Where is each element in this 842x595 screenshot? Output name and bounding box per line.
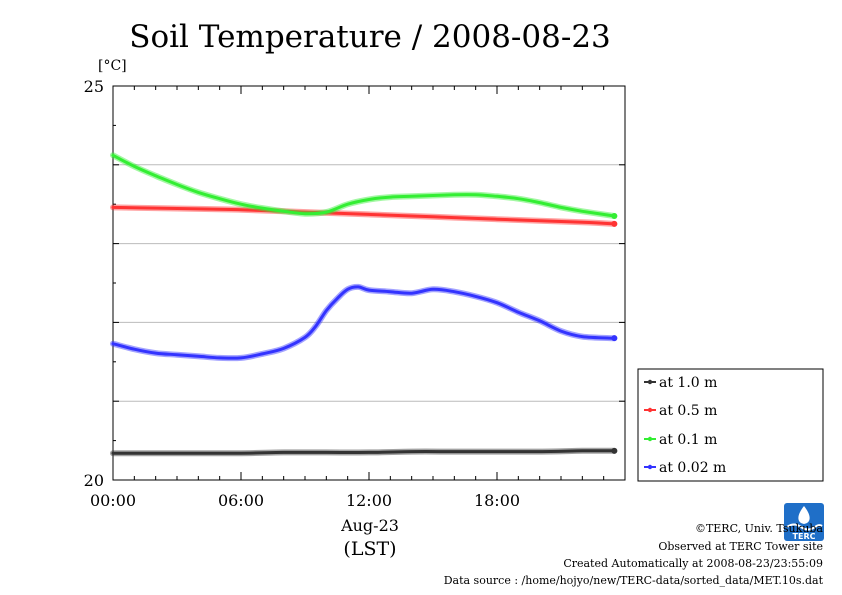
series-line-0-5m — [111, 205, 616, 226]
plot-frame — [112, 85, 626, 481]
terc-logo: TERC — [784, 503, 824, 541]
x-tick-label-00: 00:00 — [90, 491, 136, 510]
wave-icon — [786, 523, 823, 531]
legend: at 1.0 m at 0.5 m at 0.1 m at 0.02 m — [637, 368, 824, 482]
footer-source: Data source : /home/hojyo/new/TERC-data/… — [444, 574, 824, 587]
legend-marker-1-0m — [647, 379, 653, 385]
legend-box — [637, 368, 824, 482]
series-line-0-02m — [111, 285, 616, 360]
x-axis-unit-label: (LST) — [343, 538, 396, 560]
legend-label-0-02m: at 0.02 m — [659, 460, 726, 476]
series-end-point-0-02m — [611, 335, 618, 342]
footer-observed: Observed at TERC Tower site — [658, 540, 823, 553]
x-tick-label-18: 18:00 — [474, 491, 520, 510]
legend-marker-0-1m — [647, 436, 653, 442]
y-axis-label: [°C] — [98, 58, 127, 74]
chart-title: Soil Temperature / 2008-08-23 — [129, 19, 611, 55]
legend-label-1-0m: at 1.0 m — [659, 375, 717, 391]
series-line-0-1m — [111, 153, 616, 218]
legend-marker-0-5m — [647, 407, 653, 413]
series-end-point-1-0m — [611, 447, 618, 454]
series-line-1-0m — [111, 449, 616, 455]
x-axis-date-label: Aug-23 — [340, 516, 399, 535]
x-tick-label-06: 06:00 — [218, 491, 264, 510]
legend-marker-0-02m — [647, 464, 653, 470]
series-end-point-0-1m — [611, 213, 618, 220]
series-end-point-0-5m — [611, 220, 618, 227]
y-tick-label-25: 25 — [84, 77, 104, 96]
footer-copyright: ©TERC, Univ. Tsukuba — [695, 522, 823, 535]
footer-created: Created Automatically at 2008-08-23/23:5… — [563, 557, 823, 570]
legend-label-0-1m: at 0.1 m — [659, 432, 717, 448]
y-tick-label-20: 20 — [84, 471, 104, 490]
axis-ticks — [112, 85, 626, 481]
water-drop-icon — [798, 506, 810, 524]
series-lines — [110, 152, 618, 457]
legend-label-0-5m: at 0.5 m — [659, 403, 717, 419]
x-tick-label-12: 12:00 — [346, 491, 392, 510]
terc-logo-text: TERC — [793, 532, 816, 541]
